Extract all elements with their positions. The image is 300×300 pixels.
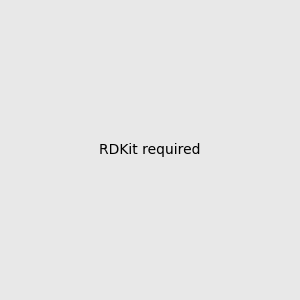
Text: RDKit required: RDKit required [99,143,201,157]
